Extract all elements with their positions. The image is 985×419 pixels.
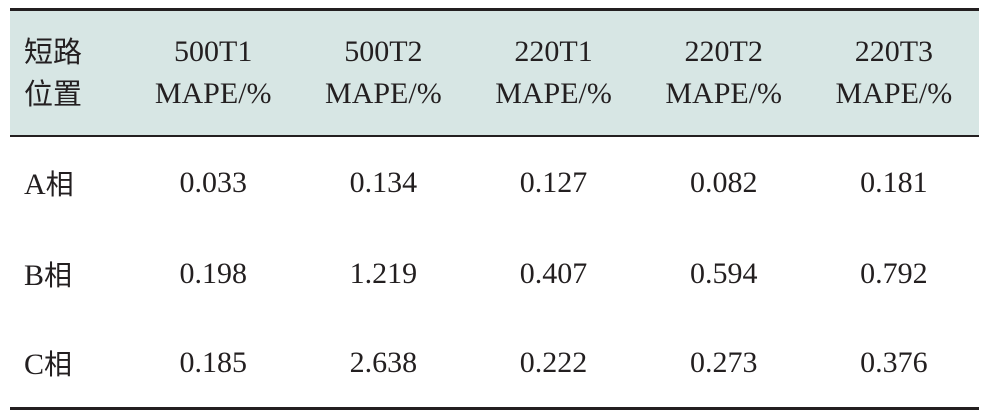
header-col-220t1: 220T1 MAPE/% (468, 8, 639, 137)
header-col-unit: MAPE/% (154, 77, 272, 110)
table-cell: 0.181 (860, 166, 928, 199)
header-first-line2: 位置 (24, 77, 83, 111)
table-cell: 0.198 (179, 256, 247, 290)
table-cell: 0.407 (519, 256, 588, 290)
row-label-c: C相 (10, 318, 129, 410)
table-cell: 2.638 (298, 318, 469, 410)
table-header: 短路 位置 500T1 MAPE/% 500T2 MAPE/% 220T1 MA… (10, 8, 979, 137)
table-cell: 0.222 (468, 318, 639, 410)
header-col-name: 500T1 (174, 35, 253, 68)
header-col-unit: MAPE/% (325, 77, 442, 110)
header-col-220t3: 220T3 MAPE/% (808, 8, 979, 137)
phase-letter: B (24, 258, 45, 292)
table-cell: 0.082 (689, 166, 758, 199)
header-col-name: 500T2 (344, 35, 423, 68)
table-cell: 0.594 (689, 256, 758, 290)
table-cell: 0.033 (179, 166, 247, 199)
table-cell: 0.127 (519, 166, 588, 199)
table-row-b: B相 0.198 1.219 0.407 0.594 0.792 (10, 229, 979, 318)
row-label-a: A相 (10, 136, 128, 229)
header-first-line1: 短路 (24, 35, 83, 69)
header-col-500t2: 500T2 MAPE/% (298, 8, 469, 137)
table-cell: 0.273 (638, 318, 809, 410)
table-body: A相 0.033 0.134 0.127 0.082 0.181 B相 0.19… (10, 136, 979, 410)
table-cell: 1.219 (349, 256, 418, 290)
phase-suffix: 相 (44, 347, 73, 381)
header-row: 短路 位置 500T1 MAPE/% 500T2 MAPE/% 220T1 MA… (10, 8, 979, 137)
phase-letter: C (24, 347, 45, 381)
header-col-name: 220T2 (684, 35, 763, 68)
table-cell: 0.376 (808, 318, 979, 410)
header-col-unit: MAPE/% (665, 77, 783, 110)
header-col-220t2: 220T2 MAPE/% (638, 8, 809, 137)
table-cell: 0.134 (349, 166, 418, 199)
table-row-c: C相 0.185 2.638 0.222 0.273 0.376 (10, 318, 979, 410)
header-col-name: 220T1 (514, 35, 593, 68)
table-row-a: A相 0.033 0.134 0.127 0.082 0.181 (10, 136, 979, 229)
header-col-unit: MAPE/% (495, 77, 612, 110)
mape-table-container: 短路 位置 500T1 MAPE/% 500T2 MAPE/% 220T1 MA… (10, 8, 979, 412)
phase-suffix: 相 (44, 258, 73, 292)
table-cell: 0.185 (128, 318, 299, 410)
mape-table: 短路 位置 500T1 MAPE/% 500T2 MAPE/% 220T1 MA… (10, 8, 979, 410)
phase-suffix: 相 (45, 168, 74, 201)
header-col-unit: MAPE/% (835, 77, 953, 110)
header-short-circuit-position: 短路 位置 (10, 8, 129, 137)
table-cell: 0.792 (860, 256, 928, 290)
phase-letter: A (24, 168, 46, 201)
header-col-500t1: 500T1 MAPE/% (128, 8, 299, 137)
row-label-b: B相 (10, 229, 128, 318)
header-col-name: 220T3 (854, 35, 934, 68)
